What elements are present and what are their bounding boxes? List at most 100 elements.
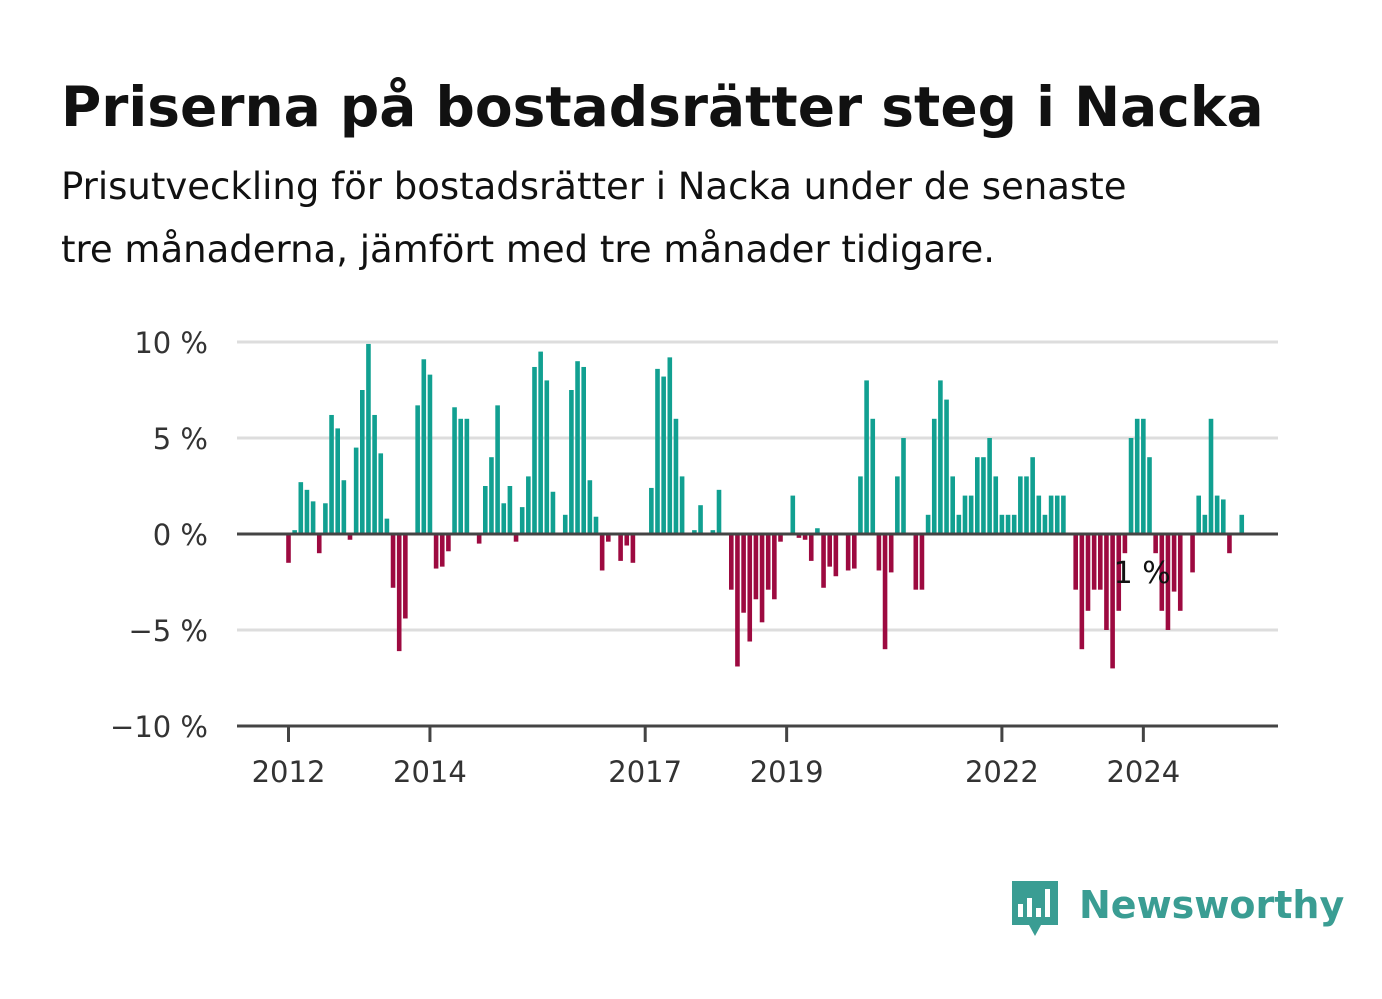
bar xyxy=(1018,476,1023,534)
bar xyxy=(962,495,968,534)
bar xyxy=(390,534,396,588)
bar xyxy=(987,438,992,534)
bar xyxy=(968,495,974,534)
bar xyxy=(341,480,347,534)
bar xyxy=(519,507,525,534)
bar xyxy=(1054,495,1060,534)
bar xyxy=(513,534,519,542)
bar xyxy=(476,534,482,544)
bar xyxy=(304,489,310,534)
bar xyxy=(833,534,839,577)
x-tick-label: 2024 xyxy=(1106,755,1180,789)
bar xyxy=(1239,514,1245,534)
bar xyxy=(526,476,531,534)
bar xyxy=(919,534,925,590)
bar xyxy=(464,418,470,534)
bar xyxy=(1214,495,1220,534)
bar xyxy=(944,399,949,534)
bar xyxy=(446,534,451,552)
bar xyxy=(815,528,820,534)
bar xyxy=(1042,514,1048,534)
x-axis-ticks: 2012 2014 2017 2019 2022 2024 xyxy=(252,726,1180,789)
bar xyxy=(1116,534,1122,611)
bar xyxy=(716,489,722,534)
bar xyxy=(507,486,513,534)
bar xyxy=(796,534,802,538)
bar xyxy=(1227,534,1232,554)
bar xyxy=(366,343,371,534)
bar xyxy=(458,418,463,534)
bar xyxy=(360,390,365,534)
bar xyxy=(882,534,888,650)
bar xyxy=(1024,476,1029,534)
bar xyxy=(298,482,304,534)
bar xyxy=(1011,514,1017,534)
bar xyxy=(1171,534,1177,592)
bar xyxy=(913,534,919,590)
bar xyxy=(1098,534,1103,590)
bar xyxy=(981,457,986,534)
bar xyxy=(403,534,408,619)
bar xyxy=(1153,534,1158,554)
bar xyxy=(292,530,297,534)
x-tick-label: 2012 xyxy=(252,755,326,789)
bar xyxy=(925,514,931,534)
bar xyxy=(735,534,740,667)
bar xyxy=(679,476,685,534)
x-tick-label: 2019 xyxy=(750,755,824,789)
bar xyxy=(772,534,777,600)
bar xyxy=(310,501,316,534)
bar xyxy=(1190,534,1195,573)
bar xyxy=(790,495,796,534)
bar xyxy=(827,534,832,567)
bar xyxy=(821,534,826,588)
bar xyxy=(1128,438,1134,534)
bar xyxy=(316,534,322,554)
last-value-annotation: 1 % xyxy=(1114,556,1171,591)
bar xyxy=(778,534,783,542)
bar xyxy=(1196,495,1201,534)
chart-subtitle-line-2: tre månaderna, jämfört med tre månader t… xyxy=(61,228,995,271)
y-tick-label: −10 % xyxy=(110,710,208,744)
bar xyxy=(630,534,636,563)
bar xyxy=(765,534,771,590)
bar xyxy=(1202,514,1208,534)
bar xyxy=(950,476,955,534)
bar xyxy=(415,405,420,534)
x-tick-label: 2014 xyxy=(393,755,467,789)
bar xyxy=(575,361,580,534)
bar xyxy=(993,476,999,534)
bar xyxy=(335,428,340,534)
bar xyxy=(1036,495,1042,534)
bar xyxy=(1208,418,1214,534)
bar xyxy=(901,438,906,534)
bar xyxy=(347,534,353,540)
bar xyxy=(562,514,568,534)
bar xyxy=(741,534,746,613)
bar xyxy=(661,376,666,534)
bar xyxy=(501,503,507,534)
bar xyxy=(599,534,605,571)
bar xyxy=(550,491,556,534)
bar xyxy=(895,476,900,534)
bar xyxy=(1134,418,1140,534)
bar xyxy=(1141,418,1146,534)
bar xyxy=(1005,514,1011,534)
y-tick-label: 0 % xyxy=(153,518,208,552)
x-tick-label: 2022 xyxy=(965,755,1039,789)
bar xyxy=(286,534,291,563)
newsworthy-logo-icon xyxy=(1012,881,1058,936)
bar xyxy=(569,390,574,534)
bar xyxy=(489,457,494,534)
bar xyxy=(759,534,765,623)
bar xyxy=(655,368,660,534)
bar xyxy=(852,534,857,569)
bar xyxy=(931,418,937,534)
newsworthy-logo[interactable]: Newsworthy xyxy=(1012,881,1344,936)
bar xyxy=(538,351,543,534)
bars xyxy=(286,343,1245,669)
bar xyxy=(1048,495,1054,534)
bar xyxy=(433,534,439,569)
bar xyxy=(1061,495,1066,534)
bar xyxy=(329,414,334,534)
